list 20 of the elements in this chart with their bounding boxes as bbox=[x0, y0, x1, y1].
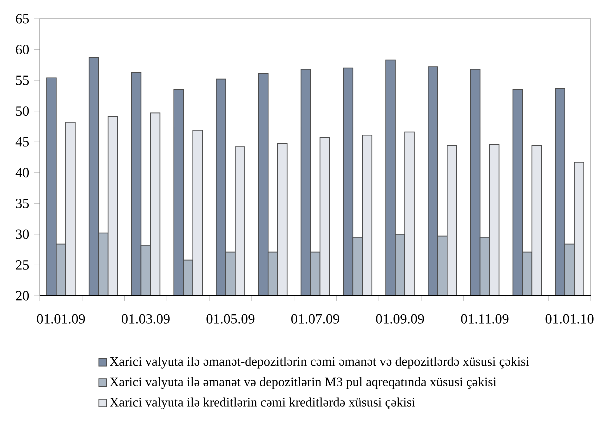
y-tick-label: 45 bbox=[16, 137, 30, 147]
y-tick-label: 55 bbox=[16, 76, 30, 86]
y-tick-label: 65 bbox=[16, 14, 30, 24]
x-tick-label: 01.11.09 bbox=[461, 314, 509, 324]
y-tick-label: 20 bbox=[16, 291, 30, 301]
x-tick-label: 01.01.09 bbox=[37, 314, 86, 324]
y-tick-label: 60 bbox=[16, 45, 30, 55]
y-tick-label: 25 bbox=[16, 260, 30, 270]
legend-label: Xarici valyuta ilə əmanət-depozitlərin cəmi əmanət və depozitlərdə xüsusi çəkisi bbox=[110, 356, 530, 369]
y-tick-label: 35 bbox=[16, 198, 30, 208]
y-tick-label: 40 bbox=[16, 168, 30, 178]
legend-label: Xarici valyuta ilə kreditlərin cəmi kreditlərdə xüsusi çəkisi bbox=[110, 398, 416, 410]
y-tick-label: 50 bbox=[16, 106, 30, 116]
legend-label: Xarici valyuta ilə əmanət və depozitlərin M3 pul aqreqatında xüsusi çəkisi bbox=[110, 377, 497, 390]
x-tick-label: 01.05.09 bbox=[206, 314, 255, 324]
x-tick-label: 01.09.09 bbox=[376, 314, 424, 324]
x-tick-label: 01.03.09 bbox=[122, 314, 170, 324]
y-tick-label: 30 bbox=[16, 230, 30, 240]
x-tick-label: 01.01.10 bbox=[546, 314, 594, 324]
x-tick-label: 01.07.09 bbox=[292, 314, 340, 324]
